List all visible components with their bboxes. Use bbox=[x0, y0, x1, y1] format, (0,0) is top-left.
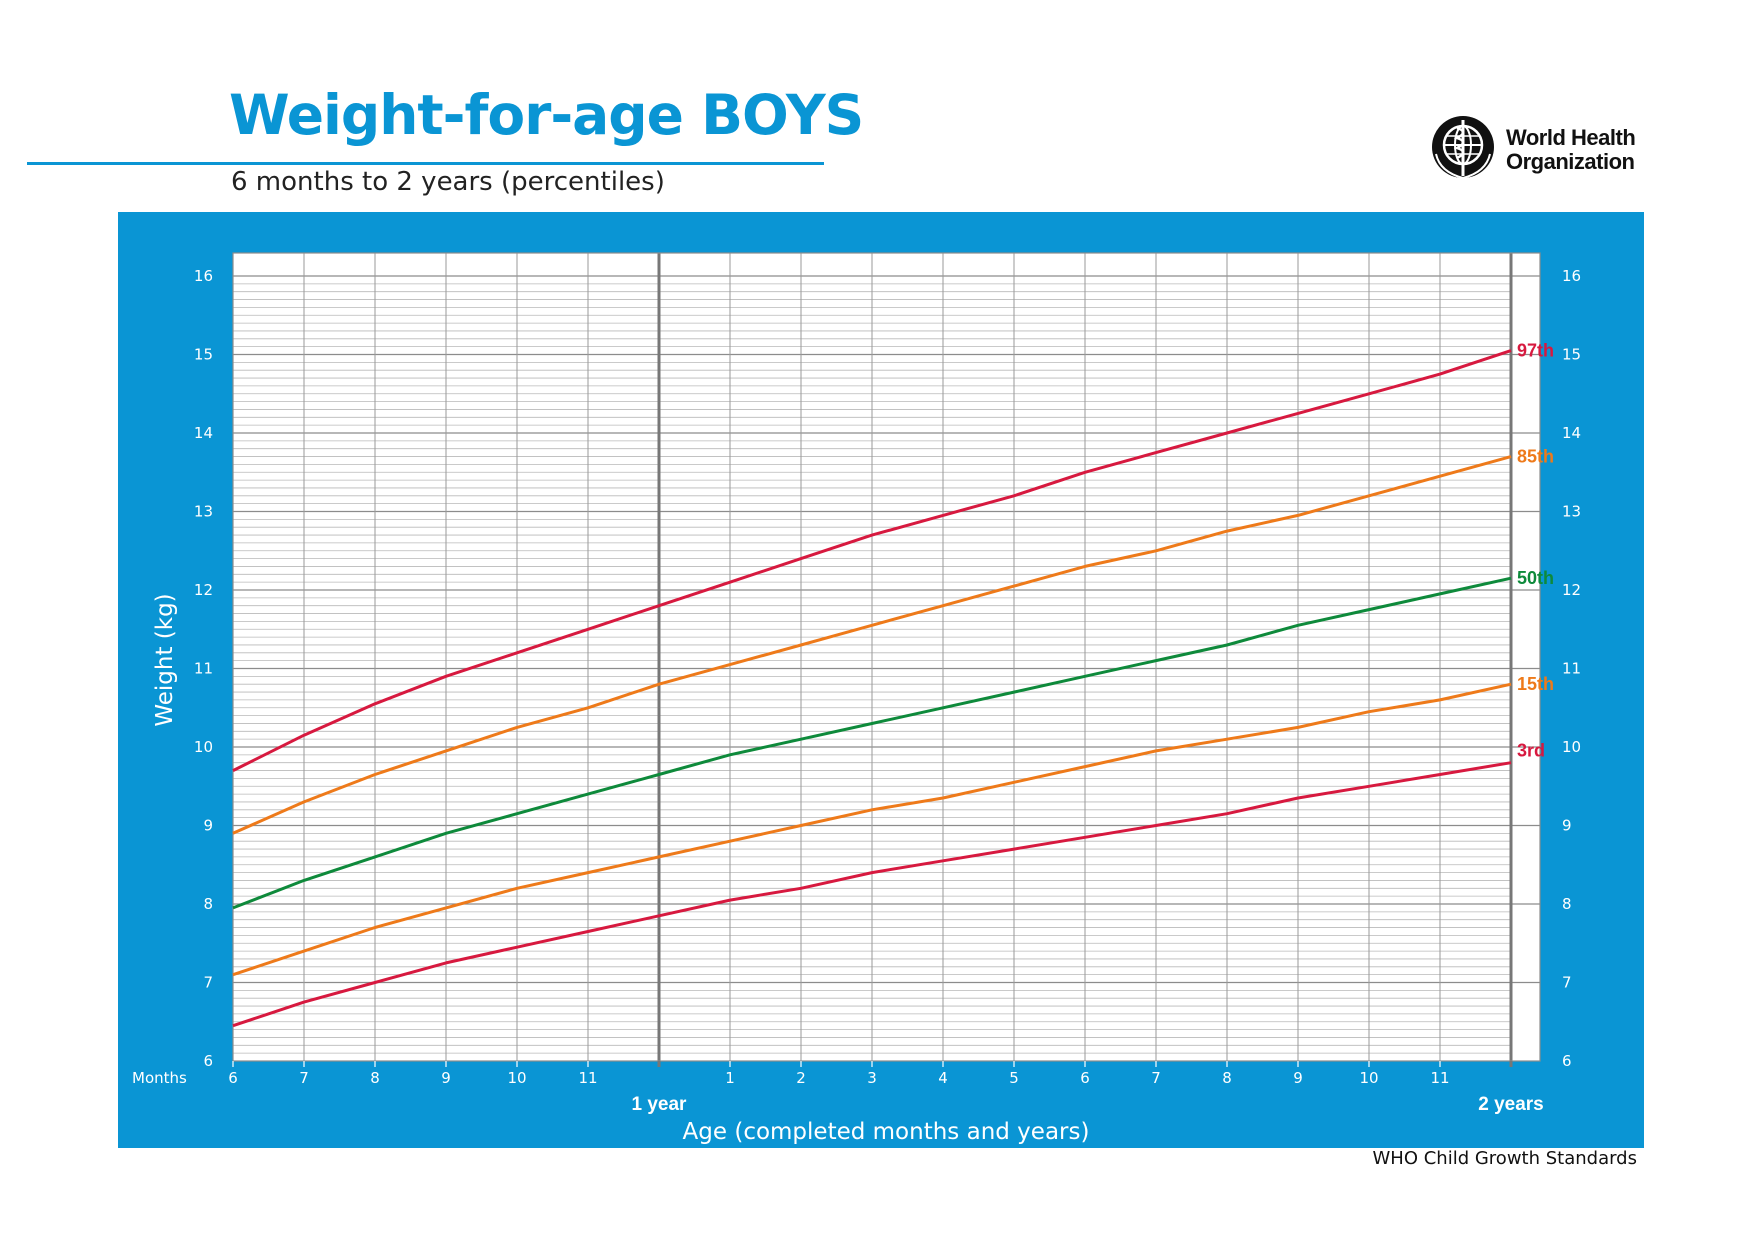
y-tick-label-left: 12 bbox=[194, 581, 213, 599]
y-tick-label-left: 11 bbox=[194, 660, 213, 678]
y-tick-label-right: 9 bbox=[1562, 817, 1572, 835]
x-tick-label: 5 bbox=[1009, 1069, 1019, 1087]
x-tick-label: 11 bbox=[1430, 1069, 1449, 1087]
x-unit-label: Months bbox=[132, 1069, 187, 1087]
series-label-3rd: 3rd bbox=[1517, 741, 1545, 761]
who-name: World Health Organization bbox=[1506, 125, 1636, 174]
x-tick-label: 7 bbox=[1151, 1069, 1161, 1087]
x-tick-label: 10 bbox=[507, 1069, 526, 1087]
y-tick-label-left: 13 bbox=[194, 503, 213, 521]
y-tick-label-right: 11 bbox=[1562, 660, 1581, 678]
page-title: Weight-for-age BOYS bbox=[229, 83, 864, 147]
series-label-85th: 85th bbox=[1517, 447, 1554, 467]
series-layer: 97th 85th 50th 15th 3rd bbox=[232, 341, 1554, 1028]
y-axis-title: Weight (kg) bbox=[152, 593, 178, 726]
series-label-50th: 50th bbox=[1517, 568, 1554, 588]
y-tick-label-right: 12 bbox=[1562, 581, 1581, 599]
series-line-3rd bbox=[232, 761, 1512, 1028]
y-tick-label-left: 9 bbox=[203, 817, 213, 835]
y-tick-label-left: 8 bbox=[203, 895, 213, 913]
who-emblem-icon bbox=[1432, 116, 1494, 180]
x-tick-label: 6 bbox=[228, 1069, 238, 1087]
who-name-line2: Organization bbox=[1506, 149, 1635, 174]
y-tick-label-left: 14 bbox=[194, 424, 213, 442]
series-line-50th bbox=[232, 576, 1512, 910]
y-tick-label-right: 7 bbox=[1562, 974, 1572, 992]
series-label-97th: 97th bbox=[1517, 341, 1554, 361]
y-tick-label-left: 7 bbox=[203, 974, 213, 992]
x-tick-label: 3 bbox=[867, 1069, 877, 1087]
x-tick-label: 1 bbox=[725, 1069, 735, 1087]
y-tick-label-left: 16 bbox=[194, 267, 213, 285]
y-tick-label-left: 10 bbox=[194, 738, 213, 756]
series-line-15th bbox=[232, 682, 1512, 977]
x-tick-label: 7 bbox=[299, 1069, 309, 1087]
x-tick-label: 8 bbox=[1222, 1069, 1232, 1087]
x-tick-label: 8 bbox=[370, 1069, 380, 1087]
footer-credit: WHO Child Growth Standards bbox=[1372, 1148, 1638, 1169]
grid-major bbox=[232, 252, 1541, 1062]
y-tick-label-right: 6 bbox=[1562, 1052, 1572, 1070]
x-tick-label: 6 bbox=[1080, 1069, 1090, 1087]
y-tick-label-right: 14 bbox=[1562, 424, 1581, 442]
plot-border bbox=[232, 252, 1541, 1062]
year-marker-label: 2 years bbox=[1478, 1094, 1544, 1115]
x-tick-label: 11 bbox=[578, 1069, 597, 1087]
who-logo: World Health Organization bbox=[1428, 114, 1754, 184]
x-tick-label: 9 bbox=[1293, 1069, 1303, 1087]
y-tick-label-right: 13 bbox=[1562, 503, 1581, 521]
x-tick-label: 9 bbox=[441, 1069, 451, 1087]
page-subtitle: 6 months to 2 years (percentiles) bbox=[231, 167, 665, 197]
y-tick-label-right: 8 bbox=[1562, 895, 1572, 913]
x-axis-title: Age (completed months and years) bbox=[683, 1119, 1090, 1145]
x-tick-label: 10 bbox=[1359, 1069, 1378, 1087]
plot-area bbox=[233, 253, 1540, 1061]
year-marker-label: 1 year bbox=[632, 1094, 688, 1115]
series-label-15th: 15th bbox=[1517, 674, 1554, 694]
y-tick-label-left: 15 bbox=[194, 346, 213, 364]
y-tick-label-right: 16 bbox=[1562, 267, 1581, 285]
x-tick-label: 4 bbox=[938, 1069, 948, 1087]
y-tick-label-right: 15 bbox=[1562, 346, 1581, 364]
series-line-85th bbox=[232, 455, 1512, 835]
x-tick-label: 2 bbox=[796, 1069, 806, 1087]
series-line-97th bbox=[232, 349, 1512, 772]
y-tick-label-right: 10 bbox=[1562, 738, 1581, 756]
title-divider bbox=[27, 162, 824, 165]
y-tick-label-left: 6 bbox=[203, 1052, 213, 1070]
who-name-line1: World Health bbox=[1506, 125, 1636, 150]
